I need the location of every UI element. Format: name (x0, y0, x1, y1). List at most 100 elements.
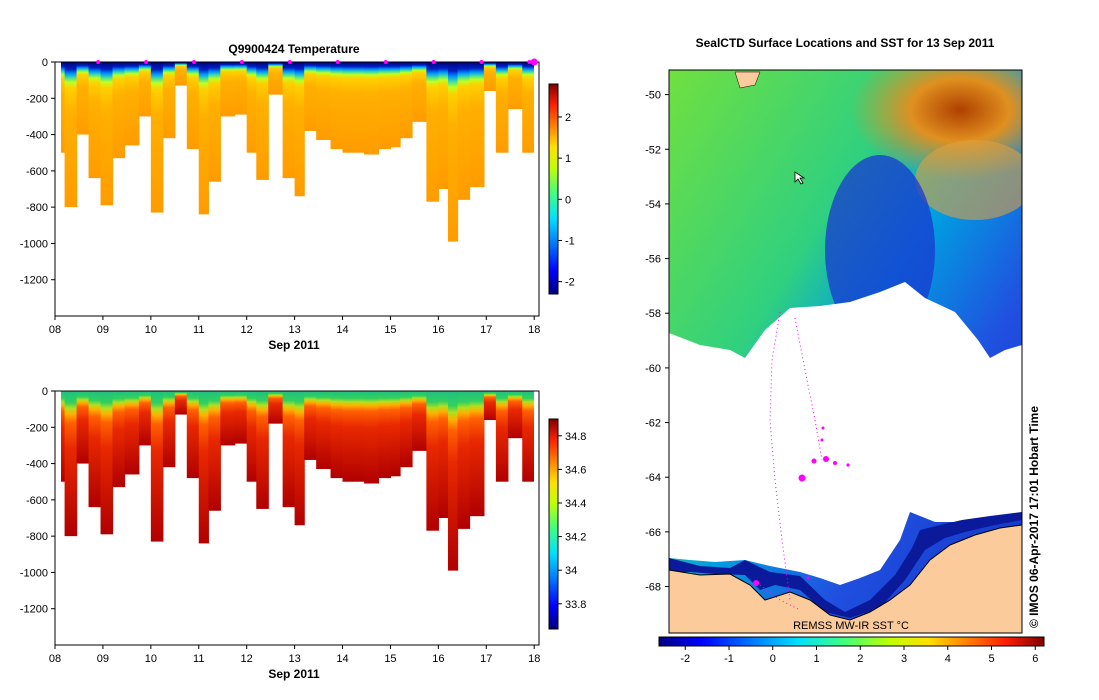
salinity-panel: 0 -200 -400 -600 -800 -1000 -1200 08 09 10 11 12 13… (20, 386, 587, 681)
surface-marker (239, 60, 244, 64)
sal-profile-column (457, 391, 471, 529)
sal-profile-column (469, 391, 485, 517)
temp-profile-column (400, 62, 413, 139)
temp-colorbar-tick-label: 2 (565, 112, 571, 124)
temperature-x-label: Sep 2011 (268, 338, 320, 352)
temp-profile-column (522, 62, 535, 153)
temp-profile-column (268, 62, 284, 95)
temp-profile-column (495, 62, 509, 153)
surface-marker (479, 60, 484, 64)
temp-x-tick-label: 16 (432, 324, 444, 336)
seal-position (833, 461, 837, 465)
temp-profile-column (426, 62, 439, 202)
temp-profile-column (138, 62, 152, 117)
temp-profile-column (88, 62, 102, 179)
sal-profile-column (112, 391, 126, 488)
temp-x-tick-label: 14 (336, 324, 348, 336)
sst-colorbar-tick-label: 4 (945, 653, 951, 665)
temp-profile-column (220, 62, 236, 117)
sal-profile-column (100, 391, 114, 535)
temp-x-tick-label: 13 (288, 324, 300, 336)
sal-x-tick-label: 14 (336, 653, 348, 665)
sal-profile-column (186, 391, 200, 479)
temp-profile-column (447, 62, 459, 242)
temp-y-tick-label: -1200 (20, 275, 48, 287)
sal-profile-column (447, 391, 459, 571)
sal-profile-column (282, 391, 296, 508)
surface-marker (96, 60, 101, 64)
temperature-profiles (61, 62, 535, 242)
temp-profile-column (162, 62, 176, 139)
sst-colorbar-tick-label: 2 (857, 653, 863, 665)
salinity-y-axis: 0 -200 -400 -600 -800 -1000 -1200 (20, 386, 55, 616)
sal-profile-column (138, 391, 152, 446)
sal-colorbar-tick-label: 34.6 (565, 464, 586, 476)
sal-x-tick-label: 09 (97, 653, 109, 665)
seal-position (846, 463, 850, 467)
seal-position (820, 438, 824, 442)
temp-x-tick-label: 10 (145, 324, 157, 336)
map-lat-label: -68 (645, 582, 661, 594)
seal-position (753, 580, 759, 586)
temp-colorbar-tick-label: 0 (565, 194, 571, 206)
sst-colorbar-tick-label: 0 (770, 653, 776, 665)
map-lat-label: -50 (645, 90, 661, 102)
sst-map-panel: SealCTD Surface Locations and SST for 13… (645, 36, 1045, 665)
sal-profile-column (246, 391, 257, 482)
temp-x-tick-label: 12 (241, 324, 253, 336)
sst-coastal-ice-band (669, 512, 1022, 618)
sal-x-tick-label: 10 (145, 653, 157, 665)
sal-profile-column (198, 391, 209, 544)
sal-x-tick-label: 17 (480, 653, 492, 665)
surface-marker (530, 58, 538, 66)
temp-profile-column (412, 62, 427, 122)
coastline (669, 524, 1022, 621)
temp-colorbar-tick-label: -1 (565, 235, 575, 247)
surface-marker (527, 60, 532, 64)
map-lat-label: -52 (645, 144, 661, 156)
seal-position (821, 426, 825, 430)
salinity-plot-frame (54, 390, 540, 646)
sal-profile-column (234, 391, 248, 444)
sst-map-image (669, 70, 1022, 633)
sst-map-y-axis: -50 -52 -54 -56 -58 -60 -62 -64 -66 -68 (645, 90, 669, 594)
map-lat-label: -64 (645, 472, 661, 484)
sal-profile-column (316, 391, 332, 470)
sal-y-tick-label: -800 (26, 531, 48, 543)
sst-colorbar-tick-label: 5 (988, 653, 994, 665)
temp-x-tick-label: 17 (480, 324, 492, 336)
temp-profile-column (76, 62, 90, 135)
sal-x-tick-label: 08 (49, 653, 61, 665)
sst-warm-patch-e (915, 140, 1022, 220)
sst-map-frame (668, 69, 1023, 634)
sal-colorbar-tick-label: 34 (565, 565, 577, 577)
temp-profile-column (112, 62, 126, 159)
seal-track (759, 311, 823, 611)
temp-y-tick-label: -400 (26, 130, 48, 142)
sst-colorbar-tick-label: 3 (901, 653, 907, 665)
temp-profile-column (304, 62, 317, 131)
sal-profile-column (256, 391, 269, 509)
sst-map-title: SealCTD Surface Locations and SST for 13… (696, 36, 995, 50)
sal-profile-column (294, 391, 305, 526)
temp-profile-column (438, 62, 449, 189)
temp-profile-column (174, 62, 188, 86)
temp-profile-column (124, 62, 140, 146)
temp-colorbar-tick-label: -2 (565, 277, 575, 289)
sal-colorbar-tick-label: 33.8 (565, 599, 586, 611)
sal-profile-column (174, 391, 188, 415)
sst-colorbar-tick-label: 1 (813, 653, 819, 665)
sal-profile-column (304, 391, 317, 460)
sst-ice-edge (669, 282, 1022, 585)
temp-profile-column (364, 62, 380, 155)
temp-colorbar-tick-label: 1 (565, 153, 571, 165)
sal-profile-column (412, 391, 427, 451)
sal-profile-column (390, 391, 401, 477)
seal-position-main (798, 474, 806, 482)
sal-colorbar-tick-label: 34.4 (565, 498, 586, 510)
sal-profile-column (352, 391, 365, 482)
temp-y-tick-label: -800 (26, 202, 48, 214)
temp-profile-column (483, 62, 497, 92)
temp-x-tick-label: 11 (193, 324, 204, 336)
temp-profile-column (390, 62, 401, 148)
